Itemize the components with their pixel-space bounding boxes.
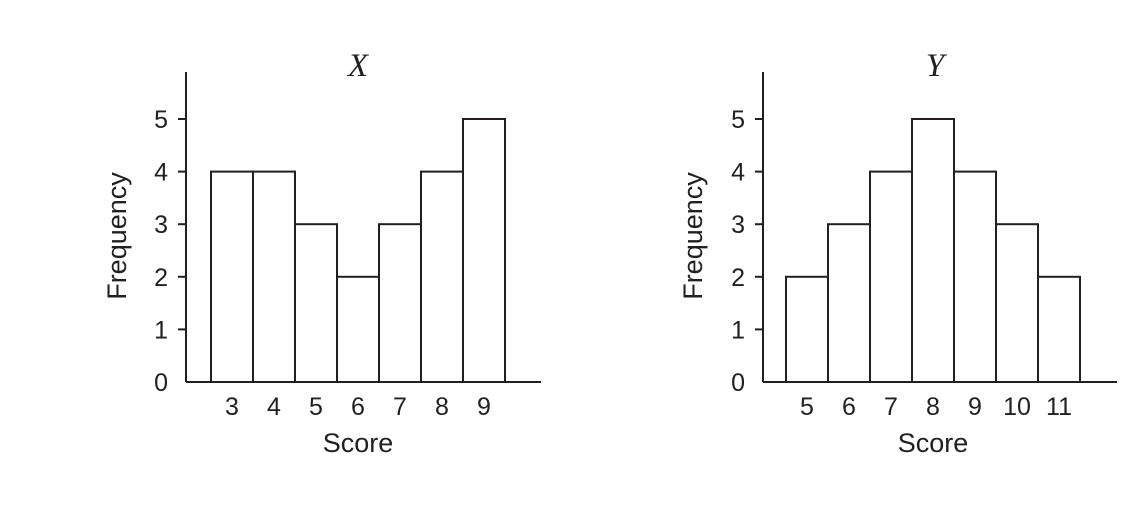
bar-y-8 [911,118,955,383]
x-tick-label-x-5: 5 [309,393,323,421]
chart-title-x: X [346,48,370,84]
y-tick-label-y-0: 0 [731,369,745,397]
bar-y-6 [827,223,871,383]
bar-x-6 [336,275,380,383]
y-tick-label-y-5: 5 [731,106,745,134]
x-tick-label-x-4: 4 [267,393,281,421]
x-tick-label-y-5: 5 [800,393,814,421]
x-axis-label-x: Score [323,428,394,458]
y-tick-label-y-2: 2 [731,264,745,292]
y-tick-label-y-1: 1 [731,316,745,344]
y-tick-label-x-3: 3 [154,211,168,239]
x-tick-label-y-8: 8 [926,393,940,421]
y-tick-label-x-0: 0 [154,369,168,397]
y-tick-label-x-4: 4 [154,159,168,187]
bar-y-10 [995,223,1039,383]
y-tick-label-x-5: 5 [154,106,168,134]
y-tick-label-x-2: 2 [154,264,168,292]
x-tick-label-y-6: 6 [842,393,856,421]
x-tick-label-y-7: 7 [884,393,898,421]
y-tick-label-x-1: 1 [154,316,168,344]
bar-x-3 [210,170,254,383]
y-tick-label-y-3: 3 [731,211,745,239]
x-tick-label-y-11: 11 [1046,393,1072,421]
bar-x-9 [462,118,506,383]
bar-x-5 [294,223,338,383]
chart-title-y: Y [926,48,948,84]
x-tick-label-y-9: 9 [968,393,982,421]
y-axis-label-x: Frequency [102,172,132,300]
x-tick-label-x-9: 9 [477,393,491,421]
bar-x-8 [420,170,464,383]
x-tick-label-x-6: 6 [351,393,365,421]
x-tick-label-y-10: 10 [1003,393,1031,421]
x-axis-label-y: Score [898,428,969,458]
x-tick-label-x-8: 8 [435,393,449,421]
bar-y-7 [869,170,913,383]
y-axis-label-y: Frequency [678,172,708,300]
y-tick-label-y-4: 4 [731,159,745,187]
bar-y-9 [953,170,997,383]
x-tick-label-x-3: 3 [225,393,239,421]
bar-y-5 [785,275,829,383]
bar-y-11 [1037,275,1081,383]
bar-x-4 [252,170,296,383]
x-tick-label-x-7: 7 [393,393,407,421]
bar-x-7 [378,223,422,383]
